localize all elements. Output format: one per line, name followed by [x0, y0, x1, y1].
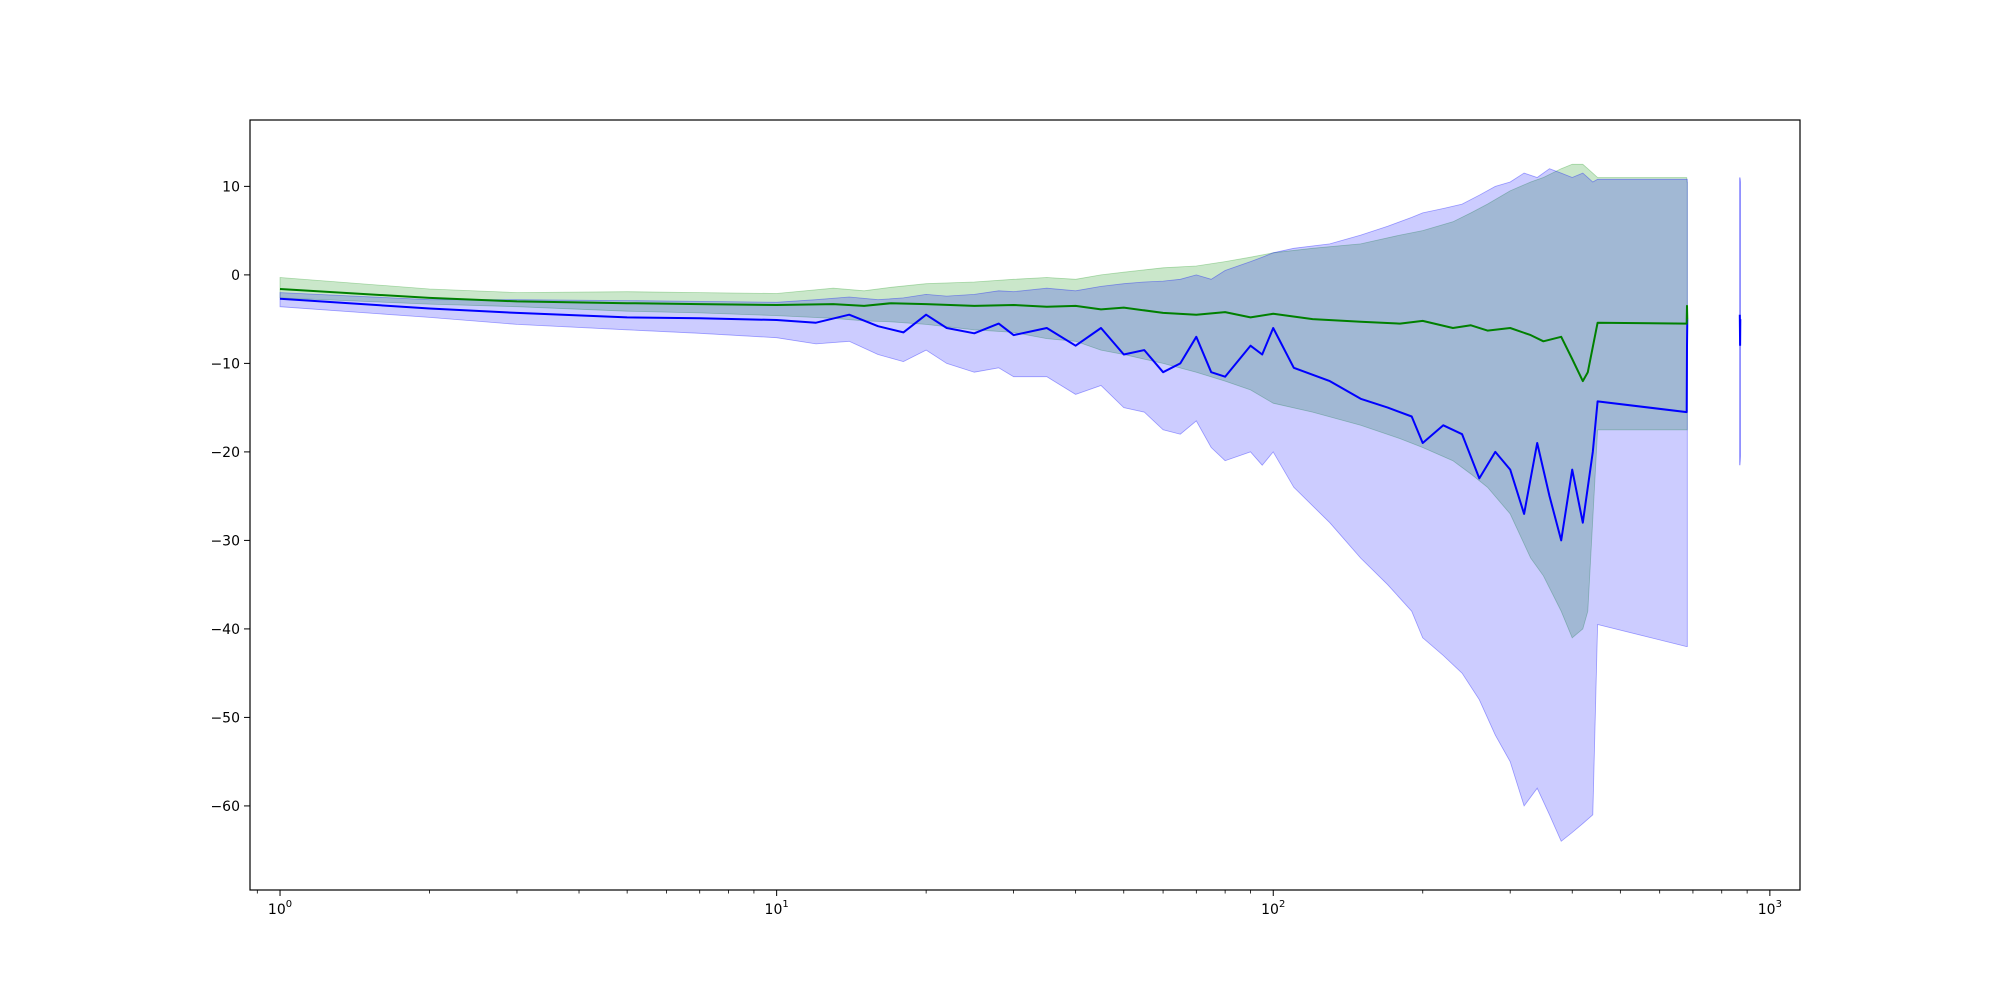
plot-area: [279, 163, 1742, 842]
y-tick-label: −20: [210, 445, 240, 461]
y-tick-label: −50: [210, 710, 240, 726]
confidence-band-1: [279, 163, 1688, 639]
extra-line: [1738, 314, 1742, 346]
series-line-2: [279, 297, 1689, 542]
y-axis: 10 0 −10 −20 −30 −40 −50 −60: [210, 179, 250, 815]
axes-frame: [249, 119, 1801, 891]
y-tick-label: −10: [210, 356, 240, 372]
y-tick-label: −30: [210, 533, 240, 549]
y-tick-label: −60: [210, 799, 240, 815]
confidence-band-2: [279, 168, 1688, 842]
y-tick-label: 0: [231, 268, 240, 284]
y-tick-label: −40: [210, 622, 240, 638]
series-group: [279, 163, 1742, 842]
series-line-1: [279, 288, 1689, 383]
y-tick-label: 10: [222, 179, 240, 195]
